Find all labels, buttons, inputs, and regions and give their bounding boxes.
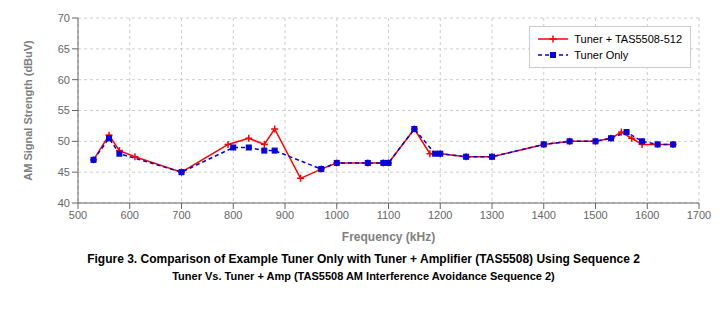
svg-text:65: 65 (58, 43, 70, 55)
svg-text:1400: 1400 (532, 209, 556, 221)
svg-text:600: 600 (121, 209, 139, 221)
html-text:Tuner Vs. Tuner + Amp (TAS5508: Tuner Vs. Tuner + Amp (TAS5508 AM Interf… (172, 270, 555, 282)
svg-text:40: 40 (58, 197, 70, 209)
svg-text:1500: 1500 (583, 209, 607, 221)
svg-text:45: 45 (58, 166, 70, 178)
svg-text:500: 500 (69, 209, 87, 221)
html-text:Tuner Only: Tuner Only (574, 49, 629, 61)
svg-text:1600: 1600 (635, 209, 659, 221)
svg-text:70: 70 (58, 12, 70, 24)
svg-text:1300: 1300 (480, 209, 504, 221)
svg-text:1200: 1200 (428, 209, 452, 221)
svg-text:900: 900 (276, 209, 294, 221)
svg-text:50: 50 (58, 135, 70, 147)
svg-text:AM Signal Strength (dBuV): AM Signal Strength (dBuV) (22, 40, 34, 181)
svg-text:Frequency (kHz): Frequency (kHz) (342, 230, 435, 244)
svg-text:60: 60 (58, 74, 70, 86)
svg-text:1700: 1700 (687, 209, 711, 221)
html-text:Figure 3. Comparison of Exampl: Figure 3. Comparison of Example Tuner On… (87, 252, 640, 266)
svg-text:800: 800 (224, 209, 242, 221)
html-text:Tuner + TAS5508-512: Tuner + TAS5508-512 (574, 33, 682, 45)
svg-text:1100: 1100 (377, 209, 401, 221)
svg-text:55: 55 (58, 104, 70, 116)
svg-text:700: 700 (172, 209, 190, 221)
svg-text:1000: 1000 (325, 209, 349, 221)
